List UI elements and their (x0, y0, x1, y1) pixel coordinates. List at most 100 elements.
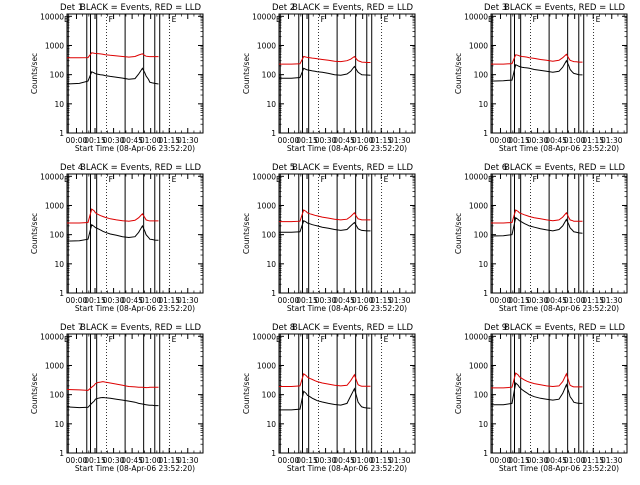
y-tick-label: 10000 (40, 332, 64, 341)
y-tick-label: 1000 (45, 201, 64, 210)
plot-frame (278, 13, 416, 134)
x-tick-label: 00:15 (296, 136, 318, 145)
y-tick-label: 100 (474, 231, 489, 240)
y-tick-label: 10000 (252, 332, 276, 341)
x-tick-label: 00:45 (545, 296, 567, 305)
x-tick-label: 00:45 (121, 456, 143, 465)
interval-marker-label: E (488, 335, 493, 344)
interval-marker-label: E (64, 15, 69, 24)
series-line-lld (279, 372, 371, 387)
x-tick-label: 00:45 (545, 456, 567, 465)
y-tick-label: 100 (474, 391, 489, 400)
x-tick-label: 00:45 (333, 136, 355, 145)
chart-subtitle-legend: BLACK = Events, RED = LLD (504, 163, 625, 173)
y-tick-label: 10 (54, 260, 64, 269)
x-tick-label: 00:00 (490, 136, 512, 145)
series-line-lld (67, 52, 159, 59)
chart-subtitle-legend: BLACK = Events, RED = LLD (80, 163, 201, 173)
y-tick-label: 10 (478, 260, 488, 269)
chart-title: Det 4 (60, 163, 83, 173)
y-tick-label: 10000 (464, 12, 488, 21)
chart-title: Det 9 (484, 323, 507, 333)
y-tick-label: 1000 (257, 41, 276, 50)
x-tick-label: 00:30 (103, 456, 125, 465)
y-tick-label: 10000 (464, 172, 488, 181)
x-tick-label: 00:30 (315, 136, 337, 145)
x-tick-label: 01:00 (352, 456, 374, 465)
y-axis-label: Counts/sec (30, 373, 39, 414)
chart-title: Det 7 (60, 323, 83, 333)
plot-frame (66, 173, 204, 294)
x-tick-label: 01:15 (158, 296, 180, 305)
x-tick-label: 01:00 (564, 296, 586, 305)
x-tick-label: 00:45 (333, 456, 355, 465)
x-tick-label: 01:30 (601, 296, 623, 305)
y-tick-label: 100 (50, 71, 65, 80)
chart-subtitle-legend: BLACK = Events, RED = LLD (504, 3, 625, 13)
y-tick-label: 1000 (45, 361, 64, 370)
x-tick-label: 00:45 (121, 296, 143, 305)
x-tick-label: 01:15 (582, 456, 604, 465)
interval-marker-label: F (321, 335, 325, 344)
x-tick-label: 00:30 (527, 136, 549, 145)
plot-frame (66, 13, 204, 134)
y-tick-label: 1000 (257, 361, 276, 370)
x-tick-label: 01:30 (601, 136, 623, 145)
plot-frame (490, 333, 628, 454)
y-tick-label: 10000 (40, 172, 64, 181)
interval-marker-label: F (533, 335, 537, 344)
interval-marker-label: F (109, 335, 113, 344)
y-axis-label: Counts/sec (242, 373, 251, 414)
x-axis-label: Start Time (08-Apr-06 23:52:20) (499, 304, 619, 313)
x-tick-label: 01:30 (389, 456, 411, 465)
x-axis-label: Start Time (08-Apr-06 23:52:20) (499, 144, 619, 153)
x-tick-label: 00:30 (315, 456, 337, 465)
x-tick-label: 00:45 (333, 296, 355, 305)
x-tick-label: 00:30 (527, 456, 549, 465)
series-line-events (66, 223, 159, 242)
series-line-lld (491, 372, 583, 389)
y-tick-label: 1 (271, 129, 276, 138)
x-tick-label: 00:00 (490, 296, 512, 305)
y-tick-label: 10 (266, 420, 276, 429)
interval-marker-label: E (488, 175, 493, 184)
y-tick-label: 1000 (469, 41, 488, 50)
interval-marker-label: F (321, 175, 325, 184)
series-line-lld (279, 55, 371, 65)
y-tick-label: 100 (474, 71, 489, 80)
series-line-events (279, 387, 371, 411)
interval-marker-label: F (533, 175, 537, 184)
y-tick-label: 10 (54, 100, 64, 109)
x-tick-label: 01:15 (158, 136, 180, 145)
y-tick-label: 100 (262, 231, 277, 240)
chart-subtitle-legend: BLACK = Events, RED = LLD (292, 3, 413, 13)
x-axis-label: Start Time (08-Apr-06 23:52:20) (75, 144, 195, 153)
y-tick-label: 10 (478, 100, 488, 109)
x-tick-label: 00:15 (296, 456, 318, 465)
plot-frame (278, 173, 416, 294)
y-tick-label: 10 (54, 420, 64, 429)
x-axis-label: Start Time (08-Apr-06 23:52:20) (75, 464, 195, 473)
chart-title: Det 2 (272, 3, 295, 13)
y-tick-label: 1 (59, 289, 64, 298)
x-tick-label: 01:00 (140, 456, 162, 465)
x-tick-label: 00:15 (508, 136, 530, 145)
x-tick-label: 00:30 (315, 296, 337, 305)
x-tick-label: 01:30 (177, 456, 199, 465)
y-axis-label: Counts/sec (454, 373, 463, 414)
x-axis-label: Start Time (08-Apr-06 23:52:20) (499, 464, 619, 473)
x-tick-label: 01:30 (177, 136, 199, 145)
interval-marker-label: E (488, 15, 493, 24)
y-axis-label: Counts/sec (242, 213, 251, 254)
chart-subtitle-legend: BLACK = Events, RED = LLD (80, 323, 201, 333)
